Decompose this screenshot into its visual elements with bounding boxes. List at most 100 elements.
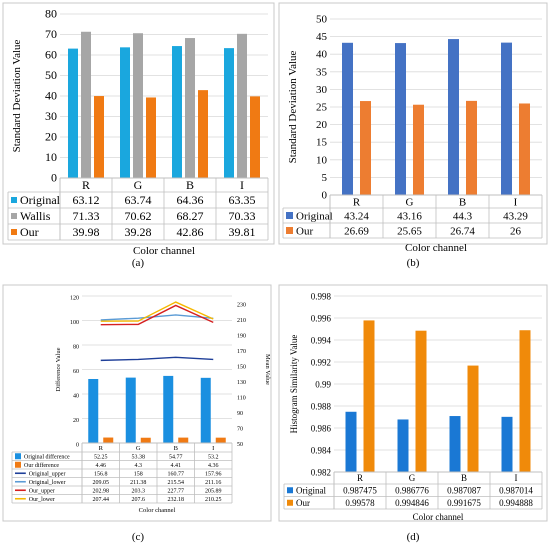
panel-d-category-label: B — [461, 473, 467, 483]
panel-b-table-cell: 43.24 — [344, 210, 369, 222]
panel-c-series-name: Our_lower — [29, 497, 55, 503]
panel-c-y2tick-label: 230 — [237, 303, 246, 309]
panel-c-series-name: Original_upper — [29, 471, 66, 477]
panel-d-ytick-label: 0.986 — [311, 424, 332, 434]
panel-b-bar-original — [395, 43, 406, 196]
panel-d-ytick-label: 0.984 — [311, 446, 332, 456]
panel-d-table-cell: 0.991675 — [447, 498, 481, 508]
panel-d-ytick-label: 0.992 — [311, 358, 331, 368]
panel-c-y2tick-label: 210 — [237, 318, 246, 324]
panel-c-bar-our-difference — [215, 437, 226, 443]
panel-c-y2axis-label: Mean Value — [264, 354, 271, 385]
panel-d-table-cell: 0.994846 — [395, 498, 429, 508]
panel-c-line-original-lower — [100, 314, 214, 321]
panel-d-ytick-label: 0.99 — [315, 380, 331, 390]
panel-a-table-cell: 63.12 — [73, 193, 100, 207]
panel-d-series-name: Original — [296, 485, 326, 495]
panel-a-category-label: I — [240, 178, 244, 192]
panel-b-ytick-label: 50 — [316, 14, 328, 26]
panel-d-chart: 0.982 0.984 0.986 0.988 0.99 0.992 0.994 0.996 0… — [283, 292, 543, 522]
panel-c-series-name: Our_upper — [29, 488, 55, 494]
panel-b-legend-key-our — [286, 227, 293, 234]
panel-c-ytick-label: 100 — [70, 320, 79, 326]
panel-c-series-name: Original difference — [24, 453, 70, 460]
panel-c-table-cell: 54.77 — [169, 454, 183, 460]
panel-a-bar-original — [172, 46, 182, 179]
panel-d-ytick-label: 0.994 — [311, 336, 332, 346]
panel-d-bar-original — [345, 411, 357, 472]
panel-d-table-cell: 0.987087 — [447, 485, 481, 495]
panel-c-table-cell: 211.38 — [130, 480, 146, 486]
panel-a-chart: 0 10 20 30 40 50 60 70 80 Standard Deviation Valu… — [7, 7, 269, 257]
panel-c-y2tick-label: 90 — [237, 411, 243, 417]
panel-a-series-name: Wallis — [20, 209, 51, 223]
panel-d-xaxis-label: Color channel — [413, 512, 464, 522]
caption-b: (b) — [407, 257, 420, 269]
panel-c-y2tick-label: 170 — [237, 349, 246, 355]
panel-c-category-label: I — [212, 445, 214, 452]
panel-d-table-cell: 0.986776 — [395, 485, 429, 495]
panel-c-bar-original-difference — [88, 378, 99, 443]
panel-c-ytick-label: 120 — [70, 296, 79, 302]
panel-b-legend-key-original — [286, 212, 293, 219]
panel-b-bar-our — [413, 104, 424, 195]
panel-d-table-cell: 0.987475 — [343, 485, 377, 495]
panel-c-line-our-upper — [100, 304, 214, 326]
panel-a-bar-our — [94, 96, 104, 178]
panel-a-table-cell: 42.86 — [177, 225, 204, 239]
panel-a-series-name: Original — [20, 193, 61, 207]
panel-d-bar-our — [519, 330, 531, 472]
panel-b-table-cell: 44.3 — [453, 210, 473, 222]
panel-c-table-cell: 207.44 — [93, 497, 110, 503]
panel-c-bar-original-difference — [163, 375, 174, 443]
panel-a-legend-key-our — [11, 229, 17, 235]
panel-c-yaxis-label: Difference Value — [55, 347, 62, 391]
panel-c-chart: 0 20 40 60 80 100 120 50 70 90 110 130 150 170 190 210 2… — [11, 296, 271, 514]
panel-b-ytick-label: 20 — [316, 119, 328, 131]
panel-d-legend-key-original — [287, 487, 293, 494]
panel-c-legend-key-our-difference — [15, 461, 21, 468]
panel-d-bar-our — [363, 320, 375, 472]
panel-b-table-cell: 25.65 — [397, 225, 422, 237]
panel-d-ytick-label: 0.998 — [311, 292, 332, 302]
caption-d: (d) — [407, 531, 420, 543]
panel-b-ytick-label: 40 — [316, 49, 328, 61]
panel-a-yaxis-label: Standard Deviation Value — [11, 39, 23, 152]
panel-c-ytick-label: 20 — [73, 418, 79, 424]
panel-a-series-name: Our — [20, 225, 39, 239]
panel-b-bar-our — [466, 100, 477, 195]
panel-b-ytick-label: 30 — [316, 84, 328, 96]
panel-a-ytick-label: 20 — [45, 130, 57, 144]
panel-a-bar-our — [198, 90, 208, 178]
panel-d-ytick-label: 0.996 — [311, 314, 332, 324]
panel-d-category-label: I — [515, 473, 518, 483]
panel-b-ytick-label: 5 — [322, 172, 328, 184]
panel-c-category-label: B — [174, 445, 179, 452]
panel-b-series-name: Our — [296, 225, 313, 237]
panel-b-table-cell: 43.16 — [397, 210, 422, 222]
panel-a-table-cell: 71.33 — [73, 209, 100, 223]
panel-a-ytick-label: 30 — [45, 109, 57, 123]
panel-c-line-our-lower — [100, 301, 214, 322]
panel-b-ytick-label: 25 — [316, 102, 328, 114]
panel-a-table-cell: 39.28 — [125, 225, 152, 239]
panel-c-ytick-label: 60 — [73, 369, 79, 375]
panel-d-bar-original — [449, 416, 461, 472]
panel-a-bar-wallis — [81, 31, 91, 179]
panel-a-table-cell: 63.35 — [229, 193, 256, 207]
panel-d-ytick-label: 0.982 — [311, 468, 331, 478]
panel-c-y2tick-label: 110 — [237, 396, 246, 402]
panel-a-category-label: G — [134, 178, 143, 192]
panel-a-ytick-label: 70 — [45, 27, 57, 41]
panel-a-bar-original — [120, 47, 130, 178]
panel-d-yaxis-label: Histogram Similarity Value — [289, 335, 299, 434]
panel-d-category-label: R — [357, 473, 363, 483]
panel-c-table-cell: 52.25 — [94, 454, 108, 460]
panel-d-table-cell: 0.99578 — [345, 498, 375, 508]
panel-b-series-name: Original — [296, 210, 333, 222]
panel-a-table-cell: 64.36 — [177, 193, 204, 207]
panel-a-ytick-label: 60 — [45, 48, 57, 62]
panel-c-bar-original-difference — [200, 377, 211, 443]
panel-c-ytick-label: 40 — [73, 394, 79, 400]
panel-a-category-label: B — [186, 178, 194, 192]
